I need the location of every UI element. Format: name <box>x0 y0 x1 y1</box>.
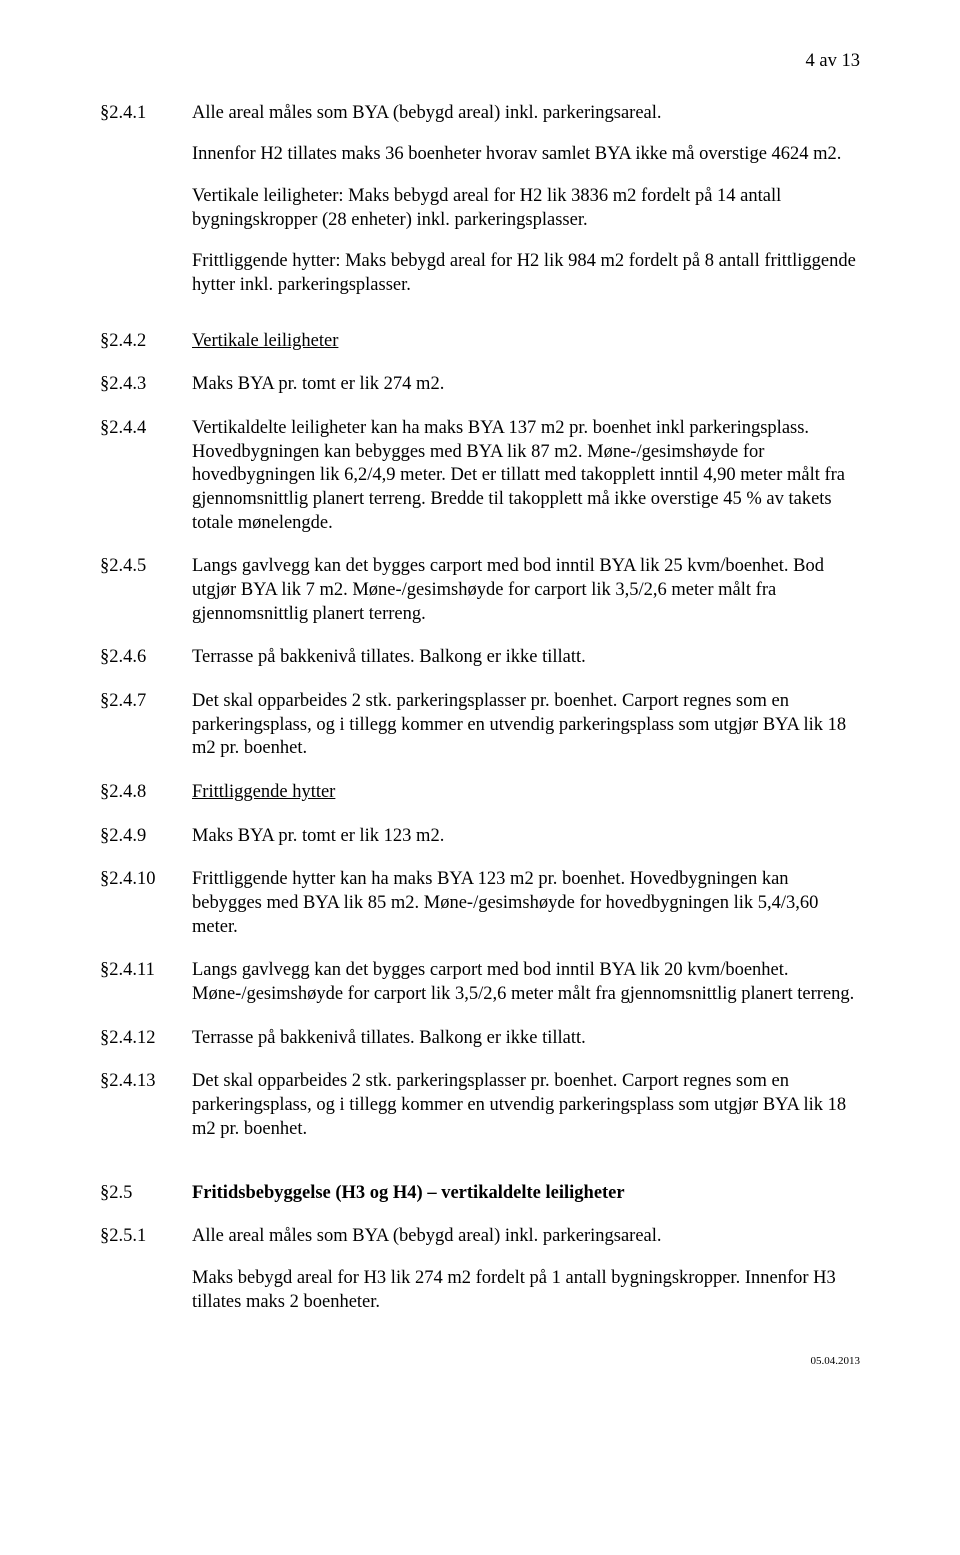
paragraph: Langs gavlvegg kan det bygges carport me… <box>192 959 860 1006</box>
section-2-4-10: §2.4.10 Frittliggende hytter kan ha maks… <box>100 868 860 939</box>
section-heading: Vertikale leiligheter <box>192 330 860 354</box>
paragraph: Vertikaldelte leiligheter kan ha maks BY… <box>192 417 860 535</box>
section-2-4-8: §2.4.8 Frittliggende hytter <box>100 781 860 805</box>
section-2-5-1: §2.5.1 Alle areal måles som BYA (bebygd … <box>100 1225 860 1314</box>
section-2-4-2: §2.4.2 Vertikale leiligheter <box>100 330 860 354</box>
section-number: §2.4.1 <box>100 102 192 298</box>
paragraph: Terrasse på bakkenivå tillates. Balkong … <box>192 646 860 670</box>
section-number: §2.4.2 <box>100 330 192 354</box>
section-title: Fritidsbebyggelse (H3 og H4) – vertikald… <box>192 1182 860 1206</box>
section-number: §2.4.6 <box>100 646 192 670</box>
section-number: §2.4.9 <box>100 825 192 849</box>
section-2-4-5: §2.4.5 Langs gavlvegg kan det bygges car… <box>100 555 860 626</box>
paragraph: Innenfor H2 tillates maks 36 boenheter h… <box>192 143 860 167</box>
paragraph: Alle areal måles som BYA (bebygd areal) … <box>192 102 860 126</box>
paragraph: Maks bebygd areal for H3 lik 274 m2 ford… <box>192 1267 860 1314</box>
paragraph: Frittliggende hytter kan ha maks BYA 123… <box>192 868 860 939</box>
section-heading: Frittliggende hytter <box>192 781 860 805</box>
section-number: §2.5.1 <box>100 1225 192 1314</box>
section-2-4-13: §2.4.13 Det skal opparbeides 2 stk. park… <box>100 1070 860 1141</box>
section-2-4-4: §2.4.4 Vertikaldelte leiligheter kan ha … <box>100 417 860 535</box>
paragraph: Vertikale leiligheter: Maks bebygd areal… <box>192 185 860 232</box>
paragraph: Maks BYA pr. tomt er lik 274 m2. <box>192 373 860 397</box>
section-number: §2.4.5 <box>100 555 192 626</box>
paragraph: Langs gavlvegg kan det bygges carport me… <box>192 555 860 626</box>
paragraph: Det skal opparbeides 2 stk. parkeringspl… <box>192 1070 860 1141</box>
section-body: Alle areal måles som BYA (bebygd areal) … <box>192 1225 860 1314</box>
section-2-4-1: §2.4.1 Alle areal måles som BYA (bebygd … <box>100 102 860 298</box>
footer-date: 05.04.2013 <box>100 1354 860 1368</box>
section-number: §2.4.7 <box>100 690 192 761</box>
section-2-4-3: §2.4.3 Maks BYA pr. tomt er lik 274 m2. <box>100 373 860 397</box>
section-body: Alle areal måles som BYA (bebygd areal) … <box>192 102 860 298</box>
paragraph: Terrasse på bakkenivå tillates. Balkong … <box>192 1027 860 1051</box>
paragraph: Det skal opparbeides 2 stk. parkeringspl… <box>192 690 860 761</box>
paragraph: Alle areal måles som BYA (bebygd areal) … <box>192 1225 860 1249</box>
section-number: §2.4.11 <box>100 959 192 1006</box>
section-number: §2.4.8 <box>100 781 192 805</box>
section-number: §2.4.3 <box>100 373 192 397</box>
section-2-5: §2.5 Fritidsbebyggelse (H3 og H4) – vert… <box>100 1182 860 1206</box>
section-2-4-9: §2.4.9 Maks BYA pr. tomt er lik 123 m2. <box>100 825 860 849</box>
paragraph: Frittliggende hytter: Maks bebygd areal … <box>192 250 860 297</box>
section-number: §2.5 <box>100 1182 192 1206</box>
section-2-4-7: §2.4.7 Det skal opparbeides 2 stk. parke… <box>100 690 860 761</box>
section-number: §2.4.12 <box>100 1027 192 1051</box>
section-2-4-12: §2.4.12 Terrasse på bakkenivå tillates. … <box>100 1027 860 1051</box>
paragraph: Maks BYA pr. tomt er lik 123 m2. <box>192 825 860 849</box>
section-2-4-11: §2.4.11 Langs gavlvegg kan det bygges ca… <box>100 959 860 1006</box>
section-number: §2.4.10 <box>100 868 192 939</box>
page-number: 4 av 13 <box>100 50 860 74</box>
section-2-4-6: §2.4.6 Terrasse på bakkenivå tillates. B… <box>100 646 860 670</box>
section-number: §2.4.13 <box>100 1070 192 1141</box>
section-number: §2.4.4 <box>100 417 192 535</box>
